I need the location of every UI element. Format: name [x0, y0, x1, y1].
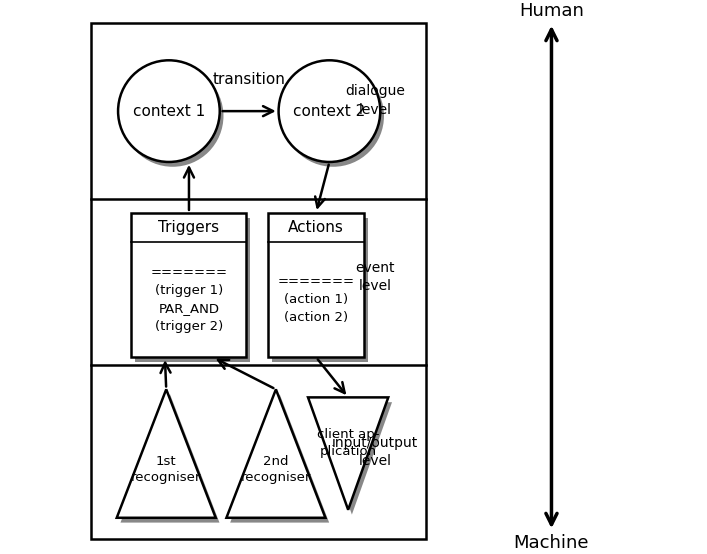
Bar [135, 218, 250, 362]
Text: context 2: context 2 [293, 104, 366, 119]
Text: Human: Human [519, 2, 584, 20]
Text: 1st
recogniser: 1st recogniser [131, 455, 201, 484]
Text: dialogue
level: dialogue level [345, 84, 405, 117]
Polygon shape [120, 394, 219, 522]
Polygon shape [312, 402, 392, 515]
Text: transition: transition [213, 72, 286, 87]
Polygon shape [117, 389, 216, 518]
Bar [132, 213, 247, 357]
Polygon shape [308, 397, 388, 510]
Ellipse shape [282, 65, 384, 167]
Text: context 1: context 1 [133, 104, 205, 119]
Text: Triggers: Triggers [158, 220, 220, 235]
Bar [268, 213, 364, 357]
Ellipse shape [118, 60, 220, 162]
Ellipse shape [122, 65, 223, 167]
Bar [91, 23, 426, 539]
Ellipse shape [279, 60, 380, 162]
Polygon shape [230, 394, 329, 522]
Text: input/output
level: input/output level [332, 436, 418, 469]
Text: 2nd
recogniser: 2nd recogniser [240, 455, 311, 484]
Text: =======
(action 1)
(action 2): ======= (action 1) (action 2) [278, 275, 354, 324]
Polygon shape [226, 389, 325, 518]
Text: Machine: Machine [514, 534, 589, 552]
Text: event
level: event level [355, 261, 395, 293]
Bar [271, 218, 368, 362]
Text: Actions: Actions [288, 220, 344, 235]
Text: =======
(trigger 1)
PAR_AND
(trigger 2): ======= (trigger 1) PAR_AND (trigger 2) [151, 266, 228, 334]
Text: client ap-
plication: client ap- plication [317, 428, 380, 458]
